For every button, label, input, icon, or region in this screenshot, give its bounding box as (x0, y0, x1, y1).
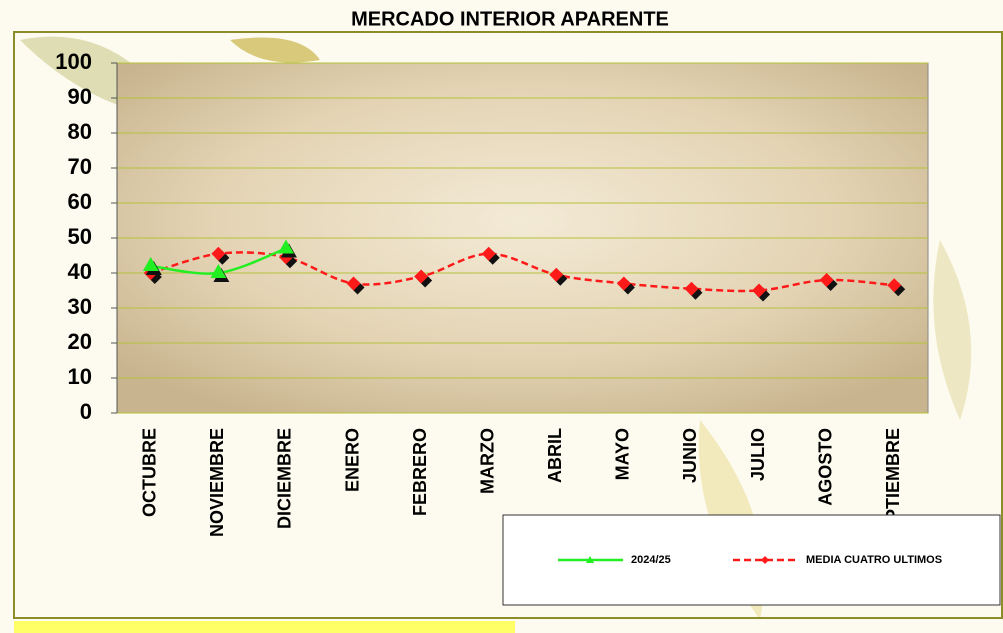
x-tick-label: JULIO (748, 428, 768, 481)
legend-label: 2024/25 (631, 554, 671, 566)
y-tick-label: 60 (68, 189, 92, 214)
x-tick-label: MARZO (477, 428, 497, 494)
y-tick-label: 80 (68, 119, 92, 144)
y-tick-label: 0 (80, 399, 92, 424)
y-tick-label: 40 (68, 259, 92, 284)
y-tick-label: 10 (68, 364, 92, 389)
y-tick-label: 50 (68, 224, 92, 249)
x-tick-label: FEBRERO (410, 428, 430, 516)
y-tick-label: 20 (68, 329, 92, 354)
x-tick-label: JUNIO (680, 428, 700, 483)
y-tick-label: 70 (68, 154, 92, 179)
y-tick-label: 90 (68, 84, 92, 109)
chart-title: MERCADO INTERIOR APARENTE (351, 8, 669, 30)
variation-box (14, 621, 515, 633)
chart: MERCADO INTERIOR APARENTE 0 10 20 30 40 50 60 7… (0, 0, 1003, 633)
x-tick-label: NOVIEMBRE (207, 428, 227, 537)
x-tick-label: ABRIL (545, 428, 565, 483)
legend-label: MEDIA CUATRO ULTIMOS (806, 554, 942, 566)
x-tick-label: AGOSTO (815, 428, 835, 506)
x-tick-label: OCTUBRE (140, 428, 160, 517)
x-tick-label: ENERO (342, 428, 362, 492)
page: MERCADO INTERIOR APARENTE 0 10 20 30 40 50 60 7… (0, 0, 1003, 633)
x-tick-label: MAYO (613, 428, 633, 480)
x-tick-label: DICIEMBRE (275, 428, 295, 529)
y-tick-label: 30 (68, 294, 92, 319)
y-tick-label: 100 (55, 49, 92, 74)
